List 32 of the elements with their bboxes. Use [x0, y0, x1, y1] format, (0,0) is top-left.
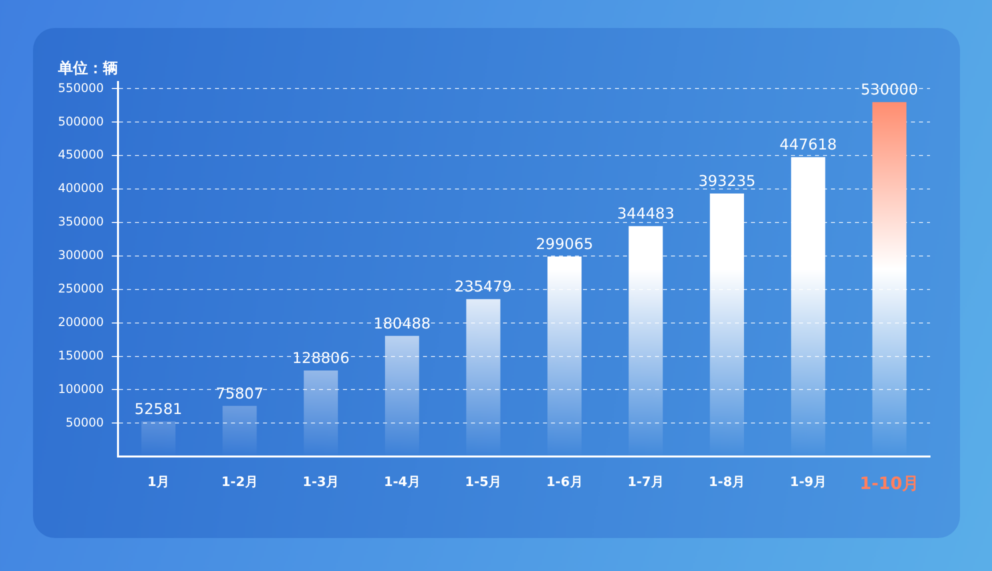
x-tick-label: 1月 [147, 474, 170, 490]
y-tick-label: 200000 [58, 314, 104, 329]
y-tick-label: 50000 [66, 415, 104, 430]
x-tick-label: 1-8月 [708, 474, 746, 490]
x-tick-label: 1-4月 [384, 474, 420, 490]
y-tick-label: 550000 [58, 80, 104, 95]
x-tick-label: 1-7月 [627, 474, 664, 490]
data-label: 344483 [617, 204, 674, 223]
data-label: 52581 [134, 400, 182, 418]
y-tick-label: 150000 [58, 348, 104, 362]
y-tick-label: 500000 [58, 114, 104, 128]
data-label: 393235 [698, 172, 756, 190]
y-tick-label: 250000 [58, 281, 104, 296]
y-axis-title: 单位：辆 [57, 58, 118, 77]
x-tick-label: 1-2月 [221, 474, 258, 490]
y-tick-label: 450000 [58, 148, 104, 162]
data-label: 180488 [373, 314, 431, 332]
x-tick-label: 1-6月 [546, 474, 583, 490]
y-tick-label: 300000 [58, 248, 104, 262]
x-tick-label: 1-3月 [302, 474, 340, 490]
x-tick-label: 1-9月 [790, 474, 826, 490]
y-tick-label: 350000 [58, 214, 104, 229]
x-tick-label: 1-5月 [465, 474, 502, 490]
data-label: 447618 [780, 136, 837, 154]
y-tick-label: 100000 [58, 382, 104, 396]
data-label: 75807 [216, 384, 264, 402]
data-label: 235479 [454, 277, 512, 296]
data-label: 530000 [860, 80, 918, 98]
x-tick-label: 1-10月 [860, 474, 920, 494]
data-label: 128806 [292, 348, 350, 367]
y-tick-label: 400000 [58, 181, 104, 196]
data-label: 299065 [536, 234, 594, 253]
